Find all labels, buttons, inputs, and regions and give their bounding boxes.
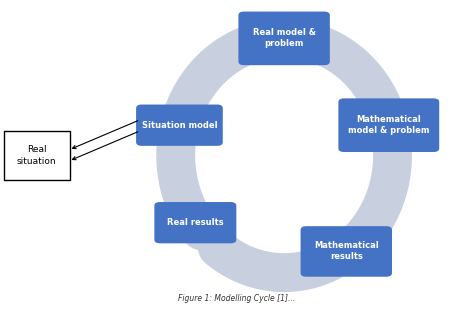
Text: Real
situation: Real situation (17, 146, 56, 165)
Text: Mathematical
results: Mathematical results (314, 241, 379, 262)
FancyBboxPatch shape (4, 131, 70, 180)
Text: Situation model: Situation model (142, 121, 217, 130)
FancyBboxPatch shape (136, 104, 223, 146)
Text: Real results: Real results (167, 218, 224, 227)
FancyBboxPatch shape (338, 98, 439, 152)
Text: Real model &
problem: Real model & problem (253, 28, 316, 49)
FancyBboxPatch shape (155, 202, 237, 243)
FancyBboxPatch shape (301, 226, 392, 277)
Text: Figure 1: Modelling Cycle [1]...: Figure 1: Modelling Cycle [1]... (178, 295, 296, 304)
FancyBboxPatch shape (238, 12, 330, 65)
Text: Mathematical
model & problem: Mathematical model & problem (348, 115, 429, 135)
